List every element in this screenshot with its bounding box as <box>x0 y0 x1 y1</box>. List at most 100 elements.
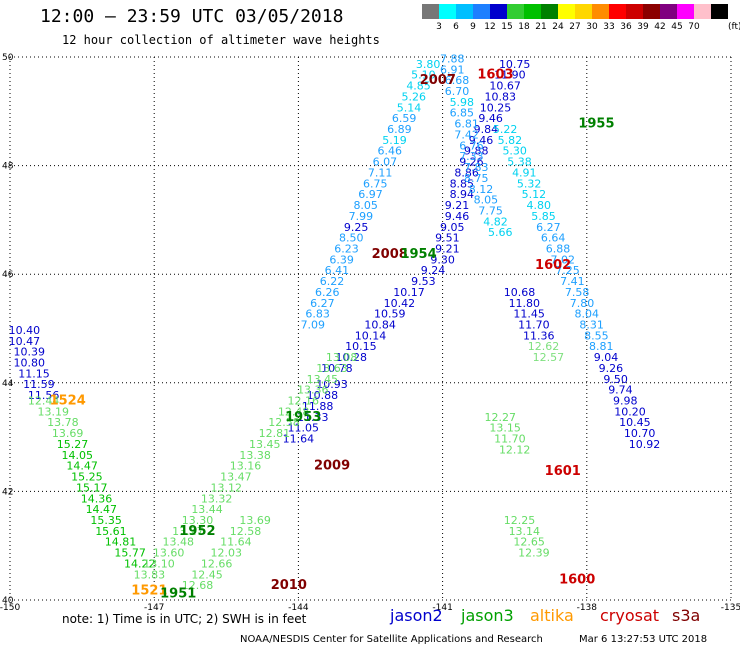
data-label: 13.44 <box>191 503 223 516</box>
data-label: 13.32 <box>201 492 233 505</box>
legend-tick-label: 9 <box>470 22 476 32</box>
data-label: 6.89 <box>387 123 412 136</box>
data-label: 8.94 <box>450 188 475 201</box>
data-label: 4.91 <box>512 166 537 179</box>
legend-swatch <box>473 4 490 19</box>
data-label: 13.27 <box>172 525 204 538</box>
data-label: 7.25 <box>555 264 580 277</box>
data-label: 9.24 <box>421 264 446 277</box>
data-label: 10.88 <box>307 389 339 402</box>
data-label: 13.47 <box>220 471 252 484</box>
data-label: 13.48 <box>162 536 194 549</box>
data-label: 13.36 <box>297 384 329 397</box>
data-label: 13.08 <box>326 351 358 364</box>
data-label: 12.68 <box>182 579 214 592</box>
data-label: 10.28 <box>336 351 368 364</box>
data-label: 11.45 <box>513 308 545 321</box>
data-label: 12.66 <box>201 557 233 570</box>
footnote: note: 1) Time is in UTC; 2) SWH is in fe… <box>62 612 307 626</box>
data-label: 14.81 <box>105 536 137 549</box>
data-label: 13.69 <box>239 514 271 527</box>
data-label: 10.14 <box>355 329 387 342</box>
data-label: 6.27 <box>310 297 335 310</box>
y-tick-label: 46 <box>2 270 14 280</box>
data-label: 10.17 <box>393 286 425 299</box>
data-label: 6.68 <box>445 74 470 87</box>
data-label: 8.55 <box>584 329 609 342</box>
data-label: 14.47 <box>66 460 98 473</box>
data-label: 8.12 <box>469 183 494 196</box>
data-label: 9.25 <box>344 221 369 234</box>
data-label: 14.05 <box>62 449 94 462</box>
legend-swatch <box>677 4 694 19</box>
data-label: 7.41 <box>560 275 585 288</box>
data-label: 13.63 <box>316 362 348 375</box>
data-label: 12.27 <box>485 411 517 424</box>
data-label: 9.98 <box>613 395 638 408</box>
data-label: 7.09 <box>301 319 326 332</box>
data-label: 10.45 <box>619 416 651 429</box>
legend-swatch <box>643 4 660 19</box>
data-label: 7.58 <box>565 286 590 299</box>
data-label: 9.88 <box>464 145 489 158</box>
legend-swatch <box>694 4 711 19</box>
data-label: 15.61 <box>95 525 127 538</box>
data-label: 15.17 <box>76 481 108 494</box>
legend-tick-label: 24 <box>552 22 564 32</box>
data-label: 11.15 <box>18 367 50 380</box>
data-label: 11.64 <box>283 433 315 446</box>
data-label: 13.45 <box>249 438 281 451</box>
legend-swatch <box>626 4 643 19</box>
legend-swatch <box>524 4 541 19</box>
data-label: 6.39 <box>329 253 354 266</box>
data-label: 4.85 <box>406 80 431 93</box>
data-label: 12.65 <box>513 536 545 549</box>
data-label: 5.82 <box>498 134 523 147</box>
data-label: 10.92 <box>629 438 661 451</box>
data-label: 10.78 <box>321 362 353 375</box>
data-label: 5.22 <box>493 123 518 136</box>
data-label: 13.14 <box>509 525 541 538</box>
data-label: 9.05 <box>440 221 465 234</box>
data-label: 7.99 <box>349 210 374 223</box>
data-label: 12.57 <box>533 351 565 364</box>
data-label: 11.05 <box>287 422 319 435</box>
data-label: 6.83 <box>305 308 330 321</box>
data-label: 13.19 <box>38 405 70 418</box>
data-label: 7.42 <box>454 128 479 141</box>
data-label: 10.25 <box>480 101 512 114</box>
data-label: 8.85 <box>450 177 475 190</box>
data-label: 8.75 <box>464 172 489 185</box>
data-label: 13.12 <box>211 481 243 494</box>
data-label: 9.30 <box>430 253 455 266</box>
data-label: 11.80 <box>509 297 541 310</box>
x-tick-label: -138 <box>577 603 598 613</box>
data-label: 12.03 <box>211 547 243 560</box>
x-tick-label: -147 <box>144 603 164 613</box>
data-label: 6.26 <box>315 286 340 299</box>
data-label: 9.74 <box>608 384 633 397</box>
data-label: 6.22 <box>320 275 345 288</box>
pass-time-label: 2010 <box>271 578 307 593</box>
pass-time-label: 1602 <box>535 258 571 273</box>
legend-swatch <box>558 4 575 19</box>
legend-jason2: jason2 <box>390 606 443 625</box>
legend-tick-label: 12 <box>484 22 496 32</box>
data-label: 5.12 <box>522 188 547 201</box>
legend-tick-label: 15 <box>501 22 513 32</box>
legend-tick-label: 45 <box>671 22 683 32</box>
pass-time-label: 1600 <box>559 573 595 588</box>
data-label: 12.45 <box>191 568 223 581</box>
data-label: 10.68 <box>504 286 536 299</box>
legend-tick-label: 18 <box>518 22 530 32</box>
data-label: 6.41 <box>325 264 350 277</box>
timestamp: Mar 6 13:27:53 UTC 2018 <box>579 634 708 645</box>
data-label: 5.32 <box>517 177 542 190</box>
legend-altika: altika <box>530 606 574 625</box>
data-label: 9.46 <box>445 210 470 223</box>
data-label: 10.20 <box>614 405 646 418</box>
data-label: 8.86 <box>454 166 479 179</box>
data-label: 12.81 <box>259 427 291 440</box>
legend-swatch <box>439 4 456 19</box>
